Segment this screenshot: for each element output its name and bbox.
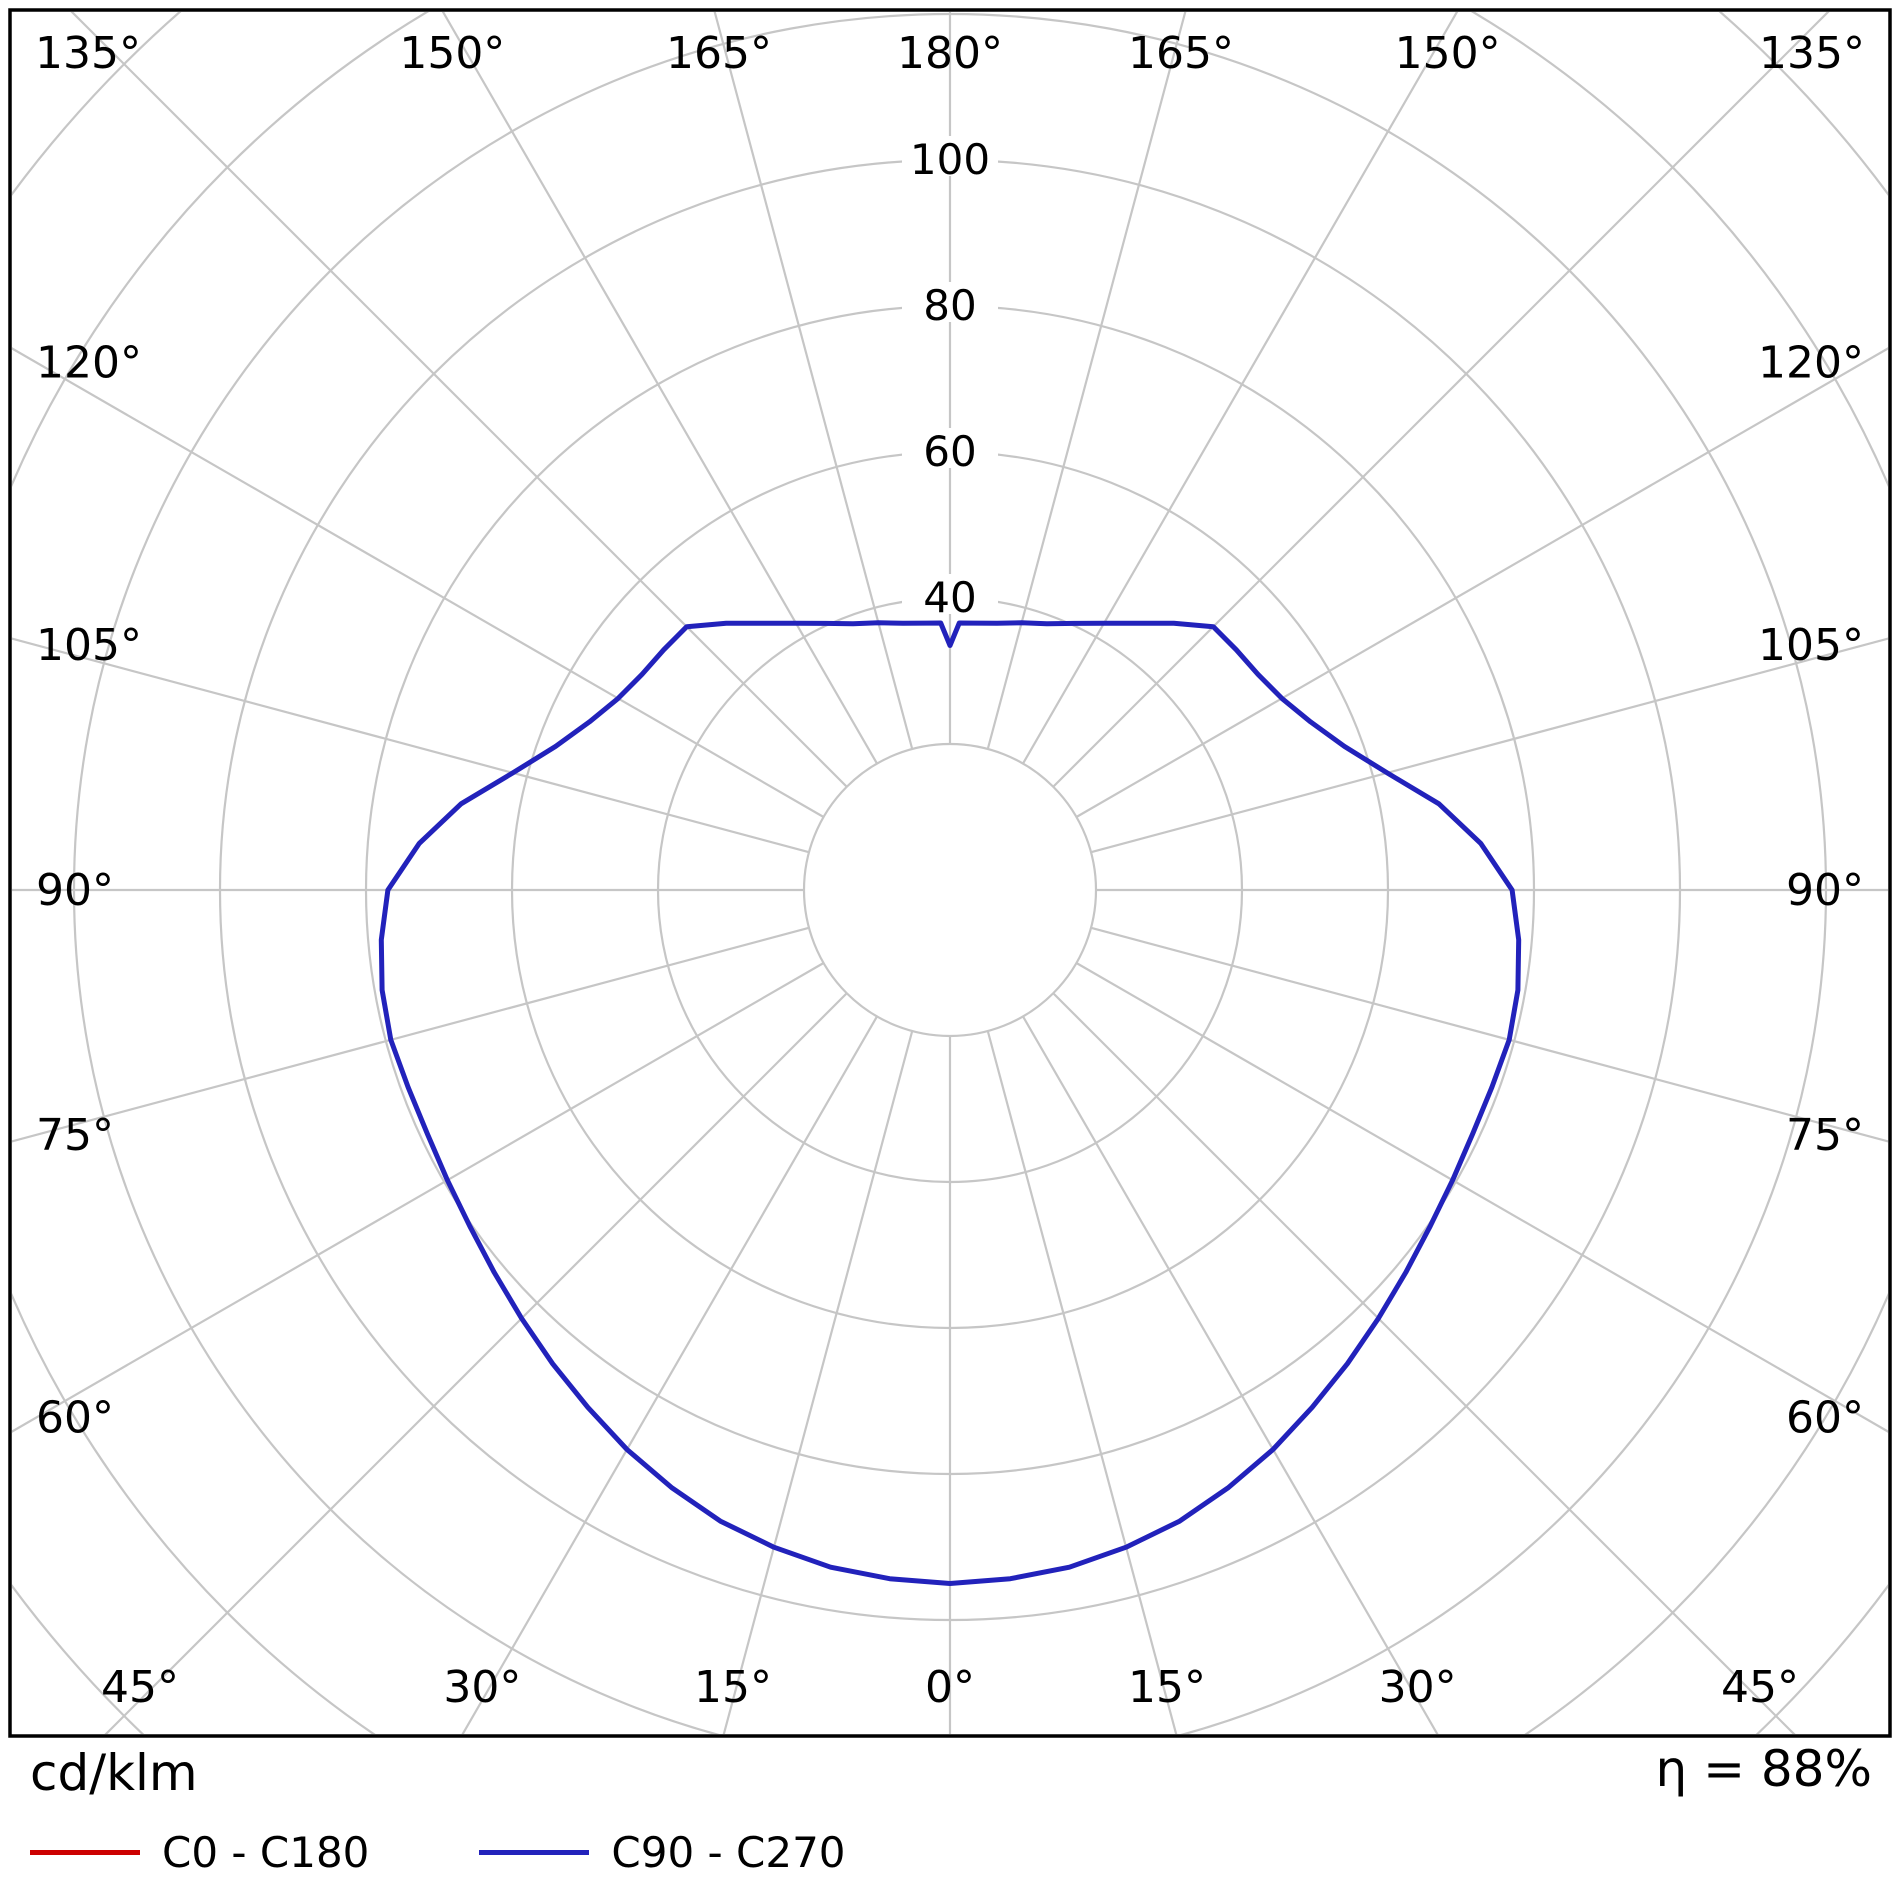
polar-spoke-105 [1090, 637, 1888, 854]
radial-tick-label-100: 100 [910, 135, 990, 184]
angle-label-60-right: 60° [1786, 1393, 1864, 1444]
angle-label-75-left: 75° [36, 1110, 114, 1161]
legend: C0 - C180 C90 - C270 [30, 1828, 846, 1877]
angle-label-105-right: 105° [1758, 620, 1864, 671]
polar-spoke-45 [1052, 992, 1796, 1734]
radial-tick-mask-40 [902, 574, 998, 614]
radial-tick-mask-60 [902, 428, 998, 468]
radial-tick-mask-100 [902, 136, 998, 176]
legend-line-blue-icon [479, 1850, 590, 1855]
polar-spoke-120 [1075, 347, 1888, 818]
radial-tick-mask-80 [902, 282, 998, 322]
angle-label-90-right: 90° [1786, 865, 1864, 916]
legend-line-red-icon [30, 1850, 140, 1855]
angle-label-0-right: 0° [925, 1662, 975, 1713]
angle-label-135-right: 135° [1759, 28, 1865, 79]
angle-label-45-left: 45° [101, 1662, 179, 1713]
angle-label-90-left: 90° [36, 865, 114, 916]
angle-label-165-left: 165° [666, 28, 772, 79]
legend-label-c0-c180: C0 - C180 [162, 1828, 370, 1877]
angle-label-15-left: 15° [694, 1662, 772, 1713]
polar-spoke-330 [461, 1015, 878, 1734]
series-curve-c90-c270 [378, 620, 1522, 1586]
polar-spoke-75 [1090, 926, 1888, 1143]
polar-spoke-240 [12, 347, 825, 818]
angle-label-120-right: 120° [1758, 337, 1864, 388]
angle-label-165-right: 165° [1128, 28, 1234, 79]
radial-tick-label-40: 40 [923, 573, 976, 622]
angle-label-105-left: 105° [36, 620, 142, 671]
polar-spoke-150 [1022, 12, 1459, 765]
polar-ring-20 [802, 742, 1098, 1038]
angle-label-45-right: 45° [1721, 1662, 1799, 1713]
legend-label-c90-c270: C90 - C270 [611, 1828, 846, 1877]
polar-spoke-135 [1052, 12, 1830, 788]
legend-item-c90-c270: C90 - C270 [479, 1828, 846, 1877]
polar-spoke-195 [713, 12, 914, 750]
angle-label-180-right: 180° [897, 28, 1003, 79]
angle-label-135-left: 135° [35, 28, 141, 79]
angle-label-150-right: 150° [1395, 28, 1501, 79]
radial-tick-label-80: 80 [923, 281, 976, 330]
polar-spoke-285 [12, 926, 810, 1143]
angle-label-75-right: 75° [1786, 1110, 1864, 1161]
chart-border [8, 8, 1892, 1738]
angle-label-15-right: 15° [1128, 1662, 1206, 1713]
polar-spoke-165 [986, 12, 1187, 750]
angle-label-30-right: 30° [1379, 1662, 1457, 1713]
polar-spoke-210 [441, 12, 878, 765]
legend-item-c0-c180: C0 - C180 [30, 1828, 369, 1877]
polar-spoke-300 [12, 962, 825, 1433]
polar-spoke-60 [1075, 962, 1888, 1433]
angle-label-150-left: 150° [399, 28, 505, 79]
angle-label-120-left: 120° [36, 337, 142, 388]
angle-label-60-left: 60° [36, 1393, 114, 1444]
units-label: cd/klm [30, 1744, 198, 1802]
efficiency-label: η = 88% [1655, 1740, 1872, 1798]
polar-spoke-345 [722, 1030, 914, 1734]
polar-spoke-30 [1022, 1015, 1439, 1734]
polar-spoke-315 [104, 992, 848, 1734]
polar-spoke-15 [986, 1030, 1178, 1734]
polar-spoke-255 [12, 637, 810, 854]
polar-spoke-225 [70, 12, 848, 788]
radial-tick-label-60: 60 [923, 427, 976, 476]
angle-label-30-left: 30° [443, 1662, 521, 1713]
